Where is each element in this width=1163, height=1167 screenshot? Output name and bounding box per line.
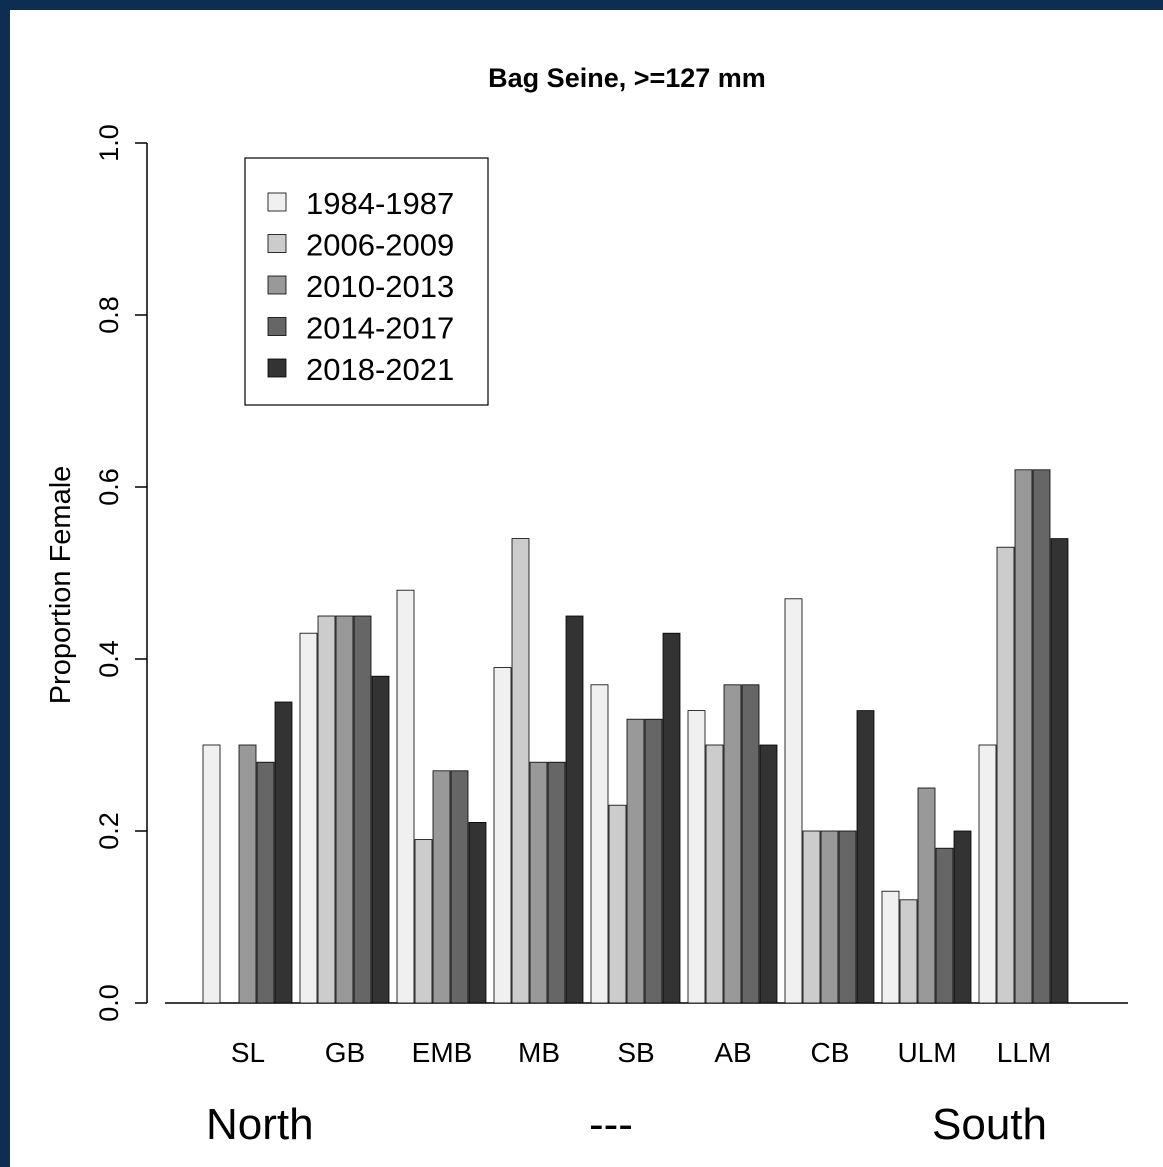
bar-ulm-4: [953, 830, 972, 1004]
bar-gb-0: [299, 632, 318, 1004]
bar-sb-2: [626, 718, 645, 1004]
legend-label: 2006-2009: [306, 228, 454, 263]
bar-llm-4: [1050, 538, 1069, 1004]
y-tick-label: 0.0: [94, 984, 124, 1022]
bar-mb-4: [565, 615, 584, 1004]
x-tick-label: GB: [325, 1037, 365, 1068]
legend-swatch: [267, 358, 287, 378]
legend-swatch: [267, 275, 287, 295]
legend-swatch: [267, 192, 287, 212]
x-tick-label: SL: [231, 1037, 265, 1068]
bar-gb-4: [371, 675, 390, 1004]
caption-north: North: [206, 1100, 314, 1149]
bar-ulm-3: [935, 847, 954, 1004]
x-tick-label: EMB: [412, 1037, 473, 1068]
bar-ab-1: [705, 744, 724, 1004]
bar-cb-3: [838, 830, 857, 1004]
bar-sl-2: [238, 744, 257, 1004]
y-axis: 0.0 0.2 0.4 0.6 0.8 1.0: [94, 124, 1128, 1022]
y-tick-label: 1.0: [94, 124, 124, 162]
bar-series: [202, 469, 1069, 1004]
x-tick-label: MB: [518, 1037, 560, 1068]
x-tick-label: ULM: [897, 1037, 956, 1068]
bar-cb-0: [784, 598, 803, 1004]
x-axis-labels: SL GB EMB MB SB AB CB ULM LLM: [231, 1037, 1051, 1068]
bar-emb-2: [432, 770, 451, 1004]
bar-ab-3: [741, 684, 760, 1004]
bar-sb-0: [590, 684, 609, 1004]
bar-emb-1: [414, 839, 433, 1004]
y-axis-label: Proportion Female: [45, 466, 77, 705]
bar-ab-2: [723, 684, 742, 1004]
legend-label: 2010-2013: [306, 269, 454, 304]
bar-gb-2: [335, 615, 354, 1004]
bar-gb-3: [353, 615, 372, 1004]
legend-swatch: [267, 317, 287, 336]
bar-ulm-0: [881, 890, 900, 1004]
bar-ab-0: [687, 710, 706, 1004]
bar-emb-4: [468, 822, 487, 1004]
bar-mb-2: [529, 761, 548, 1004]
bar-gb-1: [317, 615, 336, 1004]
bar-llm-1: [996, 546, 1015, 1004]
bar-ab-4: [759, 744, 778, 1004]
bar-mb-1: [511, 538, 530, 1004]
legend-label: 1984-1987: [306, 186, 454, 221]
legend: 1984-1987 2006-2009 2010-2013 2014-2017 2018…: [244, 157, 489, 406]
bar-llm-0: [978, 744, 997, 1004]
y-tick-label: 0.8: [94, 296, 124, 334]
bar-cb-4: [856, 710, 875, 1004]
x-tick-label: CB: [811, 1037, 850, 1068]
bar-sl-3: [256, 761, 275, 1004]
bar-sl-4: [274, 701, 293, 1004]
x-tick-label: SB: [617, 1037, 654, 1068]
bar-sb-4: [662, 632, 681, 1004]
bar-ulm-2: [917, 787, 936, 1004]
bar-cb-2: [820, 830, 839, 1004]
legend-label: 2018-2021: [306, 352, 454, 387]
bar-sb-1: [608, 804, 627, 1004]
bar-sl-0: [202, 744, 221, 1004]
chart-frame: Bag Seine, >=127 mm Proportion Female 0.…: [10, 10, 1163, 1167]
legend-label: 2014-2017: [306, 311, 454, 346]
bar-ulm-1: [899, 899, 918, 1004]
y-tick-label: 0.2: [94, 812, 124, 850]
bar-emb-3: [450, 770, 469, 1004]
bar-llm-2: [1014, 469, 1033, 1004]
bar-mb-3: [547, 761, 566, 1004]
y-tick-label: 0.4: [94, 640, 124, 678]
x-tick-label: AB: [714, 1037, 751, 1068]
x-tick-label: LLM: [997, 1037, 1051, 1068]
chart-title: Bag Seine, >=127 mm: [488, 63, 766, 93]
caption-south: South: [932, 1100, 1047, 1149]
bar-mb-0: [493, 667, 512, 1004]
bar-cb-1: [802, 830, 821, 1004]
legend-swatch: [267, 234, 287, 253]
bar-emb-0: [396, 589, 415, 1004]
bar-llm-3: [1032, 469, 1051, 1004]
y-tick-label: 0.6: [94, 468, 124, 506]
bar-sb-3: [644, 718, 663, 1004]
bar-chart: Bag Seine, >=127 mm Proportion Female 0.…: [45, 63, 1128, 1068]
caption-middle: ---: [589, 1100, 633, 1149]
